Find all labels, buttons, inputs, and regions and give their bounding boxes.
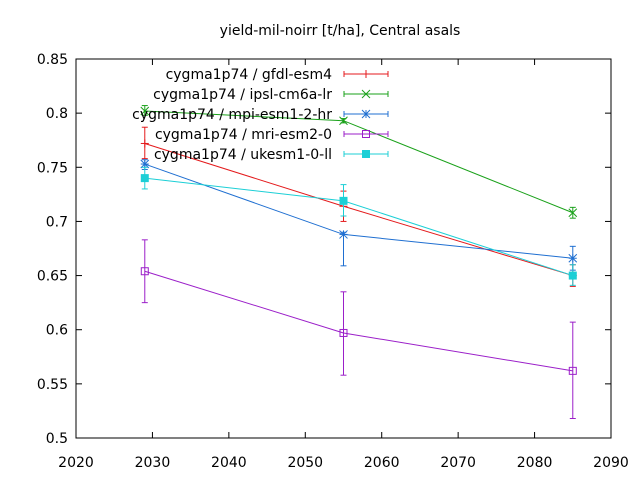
legend-marker <box>361 89 371 99</box>
legend-label: cygma1p74 / ukesm1-0-ll <box>154 147 332 163</box>
series-2 <box>140 105 578 219</box>
data-point <box>568 366 577 375</box>
y-tick-label: 0.75 <box>37 160 68 176</box>
y-tick-label: 0.7 <box>46 214 68 230</box>
marker-stroke <box>339 116 348 126</box>
data-point <box>140 267 149 276</box>
plot-frame <box>75 58 612 439</box>
chart-title: yield-mil-noirr [t/ha], Central asals <box>220 23 461 39</box>
marker-shape <box>568 366 577 375</box>
x-tick-label: 2070 <box>440 455 476 471</box>
x-tick-label: 2080 <box>517 455 553 471</box>
legend-marker <box>361 109 371 119</box>
data-point <box>339 328 348 337</box>
marker-shape <box>140 267 149 276</box>
data-point <box>339 230 348 239</box>
legend-marker <box>362 70 370 78</box>
legend-label: cygma1p74 / mpi-esm1-2-hr <box>132 107 332 123</box>
x-tick-label: 2090 <box>593 455 629 471</box>
y-tick-label: 0.65 <box>37 269 68 285</box>
legend-entry-3: cygma1p74 / mpi-esm1-2-hr <box>132 107 389 123</box>
series-5 <box>140 166 577 286</box>
series-line <box>144 177 573 277</box>
data-point <box>339 116 348 126</box>
legend-entry-2: cygma1p74 / ipsl-cm6a-lr <box>153 87 389 103</box>
x-tick-label: 2060 <box>364 455 400 471</box>
marker-stroke <box>568 208 578 218</box>
y-tick-label: 0.8 <box>46 106 68 122</box>
series-line <box>144 270 573 372</box>
legend-label: cygma1p74 / mri-esm2-0 <box>155 127 332 143</box>
marker-stroke <box>339 230 348 239</box>
series-line <box>144 142 573 277</box>
marker-shape <box>568 271 577 280</box>
marker-stroke <box>140 106 150 116</box>
marker-stroke <box>361 89 371 99</box>
x-tick-label: 2030 <box>135 455 171 471</box>
x-tick-label: 2040 <box>211 455 247 471</box>
legend-label: cygma1p74 / ipsl-cm6a-lr <box>153 87 332 103</box>
marker-stroke <box>361 109 371 119</box>
legend-entry-4: cygma1p74 / mri-esm2-0 <box>155 127 389 143</box>
data-point <box>140 106 150 116</box>
legend-marker <box>362 130 370 138</box>
y-tick-label: 0.55 <box>37 377 68 393</box>
x-tick-label: 2050 <box>287 455 323 471</box>
legend-entry-5: cygma1p74 / ukesm1-0-ll <box>154 147 389 163</box>
marker-stroke <box>140 159 150 169</box>
data-point <box>568 253 578 263</box>
series-3 <box>140 159 578 271</box>
legend-marker <box>362 150 370 158</box>
data-point <box>140 174 149 183</box>
legend-label: cygma1p74 / gfdl-esm4 <box>166 67 333 83</box>
marker-shape <box>339 328 348 337</box>
marker-stroke <box>568 253 578 263</box>
y-tick-label: 0.85 <box>37 52 68 68</box>
series-4 <box>140 239 577 420</box>
y-tick-label: 0.5 <box>46 431 68 447</box>
data-point <box>568 208 578 218</box>
y-tick-label: 0.6 <box>46 323 68 339</box>
data-point <box>140 159 150 169</box>
x-tick-label: 2020 <box>58 455 94 471</box>
marker-shape <box>140 174 149 183</box>
marker-shape <box>339 196 348 205</box>
marker-shape <box>362 150 370 158</box>
data-point <box>140 139 149 148</box>
legend-entry-1: cygma1p74 / gfdl-esm4 <box>166 67 389 83</box>
data-point <box>568 271 577 280</box>
data-point <box>339 196 348 205</box>
marker-shape <box>362 130 370 138</box>
